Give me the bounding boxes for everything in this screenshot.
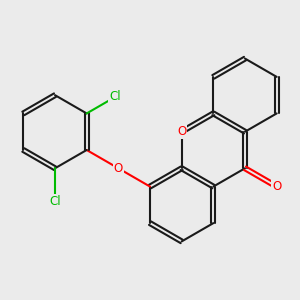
- Text: Cl: Cl: [49, 195, 61, 208]
- Text: Cl: Cl: [110, 91, 121, 103]
- Text: O: O: [114, 162, 123, 175]
- Text: O: O: [272, 180, 281, 193]
- Text: O: O: [177, 125, 186, 138]
